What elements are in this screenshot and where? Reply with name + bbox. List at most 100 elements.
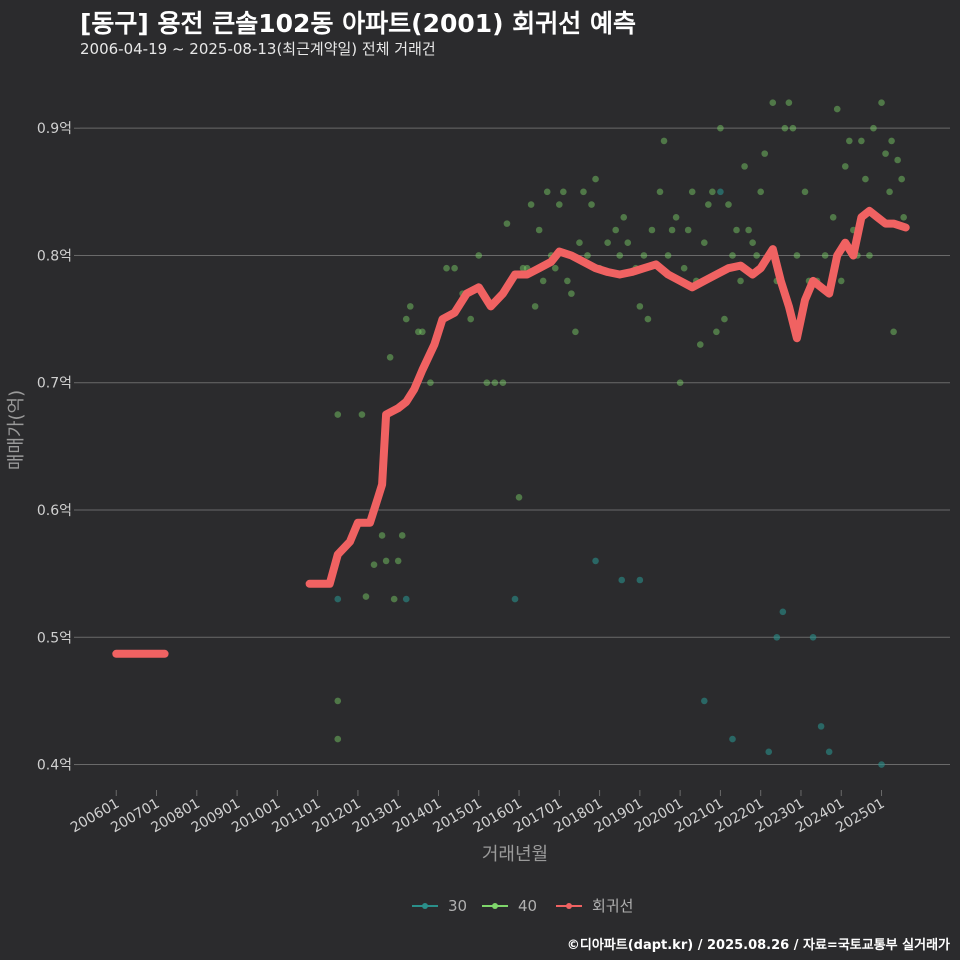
point-40 bbox=[580, 188, 587, 196]
point-40 bbox=[680, 264, 688, 272]
point-40 bbox=[721, 315, 728, 323]
point-40 bbox=[882, 150, 889, 157]
point-30 bbox=[878, 761, 885, 768]
point-40 bbox=[717, 124, 724, 132]
point-40 bbox=[769, 99, 777, 107]
point-40 bbox=[451, 264, 458, 272]
point-40 bbox=[705, 201, 712, 208]
point-40 bbox=[648, 226, 656, 234]
point-40 bbox=[358, 411, 366, 418]
y-tick-label: 0.6억 bbox=[37, 503, 72, 519]
data-points bbox=[334, 99, 907, 768]
point-40 bbox=[829, 213, 837, 221]
point-40 bbox=[696, 341, 704, 348]
point-40 bbox=[725, 201, 732, 208]
point-40 bbox=[572, 328, 579, 336]
point-40 bbox=[846, 137, 853, 145]
point-40 bbox=[624, 239, 632, 247]
point-30 bbox=[717, 188, 724, 196]
point-30 bbox=[825, 748, 833, 756]
chart-subtitle: 2006-04-19 ~ 2025-08-13(최근계약일) 전체 거래건 bbox=[80, 40, 436, 58]
point-40 bbox=[386, 353, 394, 361]
point-40 bbox=[390, 595, 398, 603]
point-40 bbox=[793, 252, 801, 259]
point-40 bbox=[334, 735, 342, 743]
grid-lines bbox=[80, 127, 950, 766]
point-40 bbox=[888, 137, 895, 145]
point-40 bbox=[709, 188, 716, 196]
point-40 bbox=[713, 328, 720, 336]
regression-line-layer bbox=[112, 206, 910, 658]
point-40 bbox=[668, 226, 676, 234]
point-40 bbox=[527, 201, 535, 208]
point-40 bbox=[761, 150, 769, 157]
point-40 bbox=[672, 213, 680, 221]
point-40 bbox=[415, 328, 422, 336]
point-40 bbox=[688, 188, 696, 196]
point-40 bbox=[394, 557, 402, 565]
point-40 bbox=[781, 124, 789, 132]
point-40 bbox=[543, 188, 551, 196]
point-40 bbox=[576, 239, 583, 247]
point-40 bbox=[656, 188, 664, 196]
point-40 bbox=[362, 593, 370, 600]
point-40 bbox=[733, 226, 740, 234]
point-30 bbox=[765, 748, 773, 756]
point-40 bbox=[789, 124, 797, 132]
point-40 bbox=[878, 99, 885, 107]
point-40 bbox=[660, 137, 668, 145]
point-30 bbox=[701, 697, 708, 705]
point-30 bbox=[511, 595, 519, 603]
point-40 bbox=[604, 239, 611, 247]
point-40 bbox=[801, 188, 809, 196]
point-40 bbox=[551, 264, 559, 272]
point-40 bbox=[499, 379, 507, 387]
point-40 bbox=[837, 277, 845, 285]
point-30 bbox=[773, 633, 781, 641]
point-30 bbox=[817, 723, 825, 730]
point-40 bbox=[886, 188, 893, 196]
point-40 bbox=[515, 493, 523, 501]
point-40 bbox=[539, 277, 547, 285]
point-40 bbox=[483, 379, 491, 387]
point-40 bbox=[757, 188, 764, 196]
legend-marker bbox=[492, 903, 498, 909]
point-40 bbox=[866, 252, 873, 259]
chart-title: [동구] 용전 큰솔102동 아파트(2001) 회귀선 예측 bbox=[80, 9, 636, 38]
y-axis-title: 매매가(억) bbox=[6, 390, 27, 470]
point-40 bbox=[419, 328, 426, 336]
legend-label: 회귀선 bbox=[592, 897, 633, 915]
y-tick-label: 0.7억 bbox=[37, 376, 72, 392]
point-40 bbox=[737, 277, 744, 285]
point-40 bbox=[701, 239, 708, 247]
point-40 bbox=[427, 379, 434, 387]
point-40 bbox=[620, 213, 628, 221]
point-40 bbox=[402, 315, 410, 323]
point-40 bbox=[443, 264, 450, 272]
point-40 bbox=[858, 137, 865, 145]
point-40 bbox=[556, 201, 563, 208]
point-40 bbox=[841, 163, 849, 170]
point-30 bbox=[592, 557, 599, 565]
y-axis-ticks: 0.4억 0.5억 0.6억 0.7억 0.8억 0.9억 bbox=[37, 121, 80, 774]
point-30 bbox=[809, 633, 817, 641]
y-tick-label: 0.4억 bbox=[37, 758, 72, 774]
point-30 bbox=[729, 735, 736, 743]
point-40 bbox=[406, 303, 414, 310]
source-caption: ©디아파트(dapt.kr) / 2025.08.26 / 자료=국토교통부 실… bbox=[566, 938, 950, 953]
point-40 bbox=[592, 175, 599, 183]
point-40 bbox=[745, 226, 752, 234]
regression-line bbox=[305, 206, 910, 588]
point-30 bbox=[779, 608, 787, 616]
point-40 bbox=[584, 252, 591, 259]
point-40 bbox=[334, 697, 342, 705]
point-40 bbox=[382, 557, 390, 565]
point-40 bbox=[612, 226, 619, 234]
point-40 bbox=[535, 226, 543, 234]
point-40 bbox=[503, 220, 511, 227]
point-40 bbox=[531, 303, 539, 310]
point-40 bbox=[491, 379, 499, 387]
point-40 bbox=[894, 156, 901, 164]
point-40 bbox=[664, 252, 672, 259]
